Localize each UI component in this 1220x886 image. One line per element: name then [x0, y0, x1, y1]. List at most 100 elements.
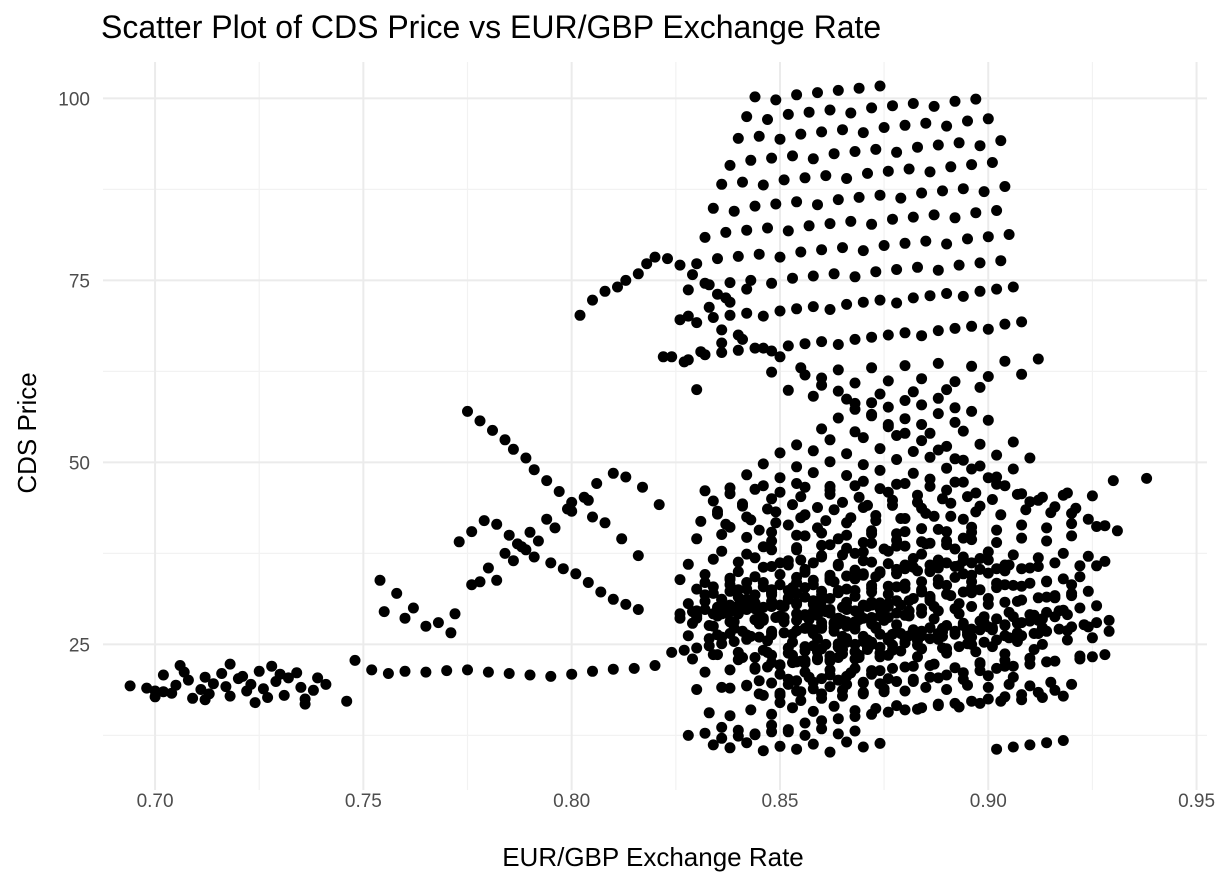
data-point: [907, 561, 919, 573]
data-point: [341, 695, 353, 707]
data-point: [824, 539, 836, 551]
data-point: [841, 736, 853, 748]
data-point: [791, 743, 803, 755]
data-point: [391, 587, 403, 599]
data-point: [691, 258, 703, 270]
data-point: [807, 445, 819, 457]
data-point: [795, 246, 807, 258]
data-point: [991, 524, 1003, 536]
data-point: [282, 672, 294, 684]
data-point: [932, 392, 944, 404]
data-point: [749, 652, 761, 663]
data-point: [782, 108, 794, 120]
data-point: [887, 662, 898, 674]
data-point: [724, 606, 736, 618]
data-point: [728, 205, 740, 217]
data-point: [895, 192, 907, 204]
data-point: [791, 439, 803, 451]
data-point: [941, 588, 953, 600]
data-point: [641, 258, 653, 270]
data-point: [932, 408, 944, 420]
data-point: [891, 454, 903, 465]
data-point: [462, 664, 473, 676]
data-point: [845, 215, 857, 227]
data-point: [803, 671, 815, 683]
data-point: [949, 416, 961, 428]
data-point: [1049, 611, 1061, 623]
data-point: [874, 464, 886, 476]
data-point: [407, 602, 419, 614]
data-point: [674, 314, 686, 326]
data-point: [766, 535, 778, 547]
data-point: [1007, 436, 1019, 448]
data-point: [966, 623, 978, 635]
data-point: [816, 715, 828, 727]
data-point: [953, 137, 965, 149]
data-point: [882, 601, 894, 612]
data-point: [949, 376, 961, 388]
data-point: [966, 159, 978, 171]
data-point: [907, 211, 919, 223]
data-point: [891, 607, 903, 619]
data-point: [1041, 535, 1053, 547]
data-point: [941, 526, 953, 538]
data-point: [857, 555, 869, 567]
data-point: [1061, 634, 1073, 646]
data-point: [653, 499, 665, 511]
grid-major-y: [103, 97, 1207, 646]
data-point: [782, 593, 794, 605]
data-point: [907, 624, 919, 636]
data-point: [1066, 579, 1078, 591]
data-point: [741, 531, 753, 543]
data-point: [982, 598, 994, 610]
data-point: [782, 519, 794, 531]
data-point: [741, 307, 753, 319]
data-point: [799, 657, 811, 669]
data-point: [666, 351, 678, 363]
data-point: [741, 583, 753, 595]
data-point: [807, 467, 819, 479]
data-point: [824, 218, 836, 230]
data-point: [941, 669, 953, 681]
data-point: [1020, 504, 1032, 516]
data-point: [841, 470, 853, 481]
data-point: [770, 506, 782, 518]
data-point: [832, 364, 844, 376]
data-point: [849, 725, 861, 737]
data-point: [891, 581, 903, 593]
data-point: [899, 513, 911, 524]
data-point: [941, 384, 953, 396]
data-point: [991, 662, 1003, 674]
data-point: [528, 551, 540, 563]
data-point: [724, 277, 736, 289]
data-point: [587, 665, 598, 677]
data-point: [807, 301, 819, 313]
data-point: [487, 424, 498, 436]
data-point: [824, 655, 836, 667]
data-point: [541, 475, 553, 487]
data-point: [982, 681, 994, 693]
data-point: [1041, 606, 1053, 618]
data-point: [787, 657, 798, 669]
data-point: [774, 579, 786, 591]
data-point: [466, 579, 478, 591]
data-point: [382, 668, 394, 679]
data-point: [957, 667, 969, 679]
data-point: [832, 587, 844, 599]
data-point: [857, 688, 869, 700]
data-point: [616, 533, 628, 545]
data-point: [1057, 573, 1069, 585]
data-point: [778, 174, 790, 186]
data-point: [945, 510, 957, 522]
data-point: [716, 681, 728, 693]
data-point: [907, 98, 919, 109]
data-point: [1041, 575, 1053, 587]
data-point: [257, 683, 269, 695]
data-point: [824, 304, 836, 315]
data-point: [932, 628, 944, 639]
data-point: [757, 458, 769, 470]
data-point: [857, 245, 869, 257]
data-point: [1091, 521, 1103, 532]
data-point: [766, 544, 778, 556]
